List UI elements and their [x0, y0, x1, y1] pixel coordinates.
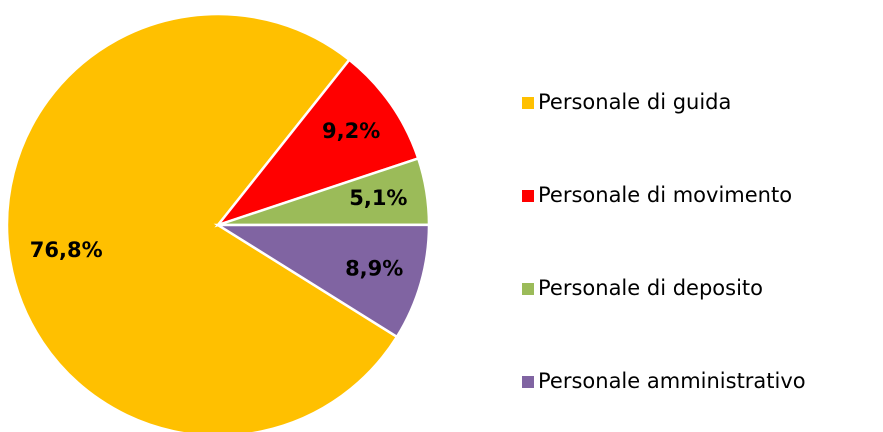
legend-label: Personale di guida — [538, 90, 731, 114]
legend-swatch — [522, 190, 534, 202]
legend-swatch — [522, 97, 534, 109]
legend-swatch — [522, 376, 534, 388]
legend-label: Personale di deposito — [538, 276, 763, 300]
data-label: 8,9% — [345, 257, 403, 281]
legend-swatch — [522, 283, 534, 295]
data-label: 5,1% — [349, 186, 407, 210]
pie-slice — [213, 223, 431, 339]
pie-slice — [214, 58, 420, 228]
data-label: 76,8% — [30, 238, 103, 262]
legend-label: Personale amministrativo — [538, 369, 806, 393]
pie-slice — [5, 12, 399, 432]
data-label: 9,2% — [322, 119, 380, 143]
legend-label: Personale di movimento — [538, 183, 792, 207]
